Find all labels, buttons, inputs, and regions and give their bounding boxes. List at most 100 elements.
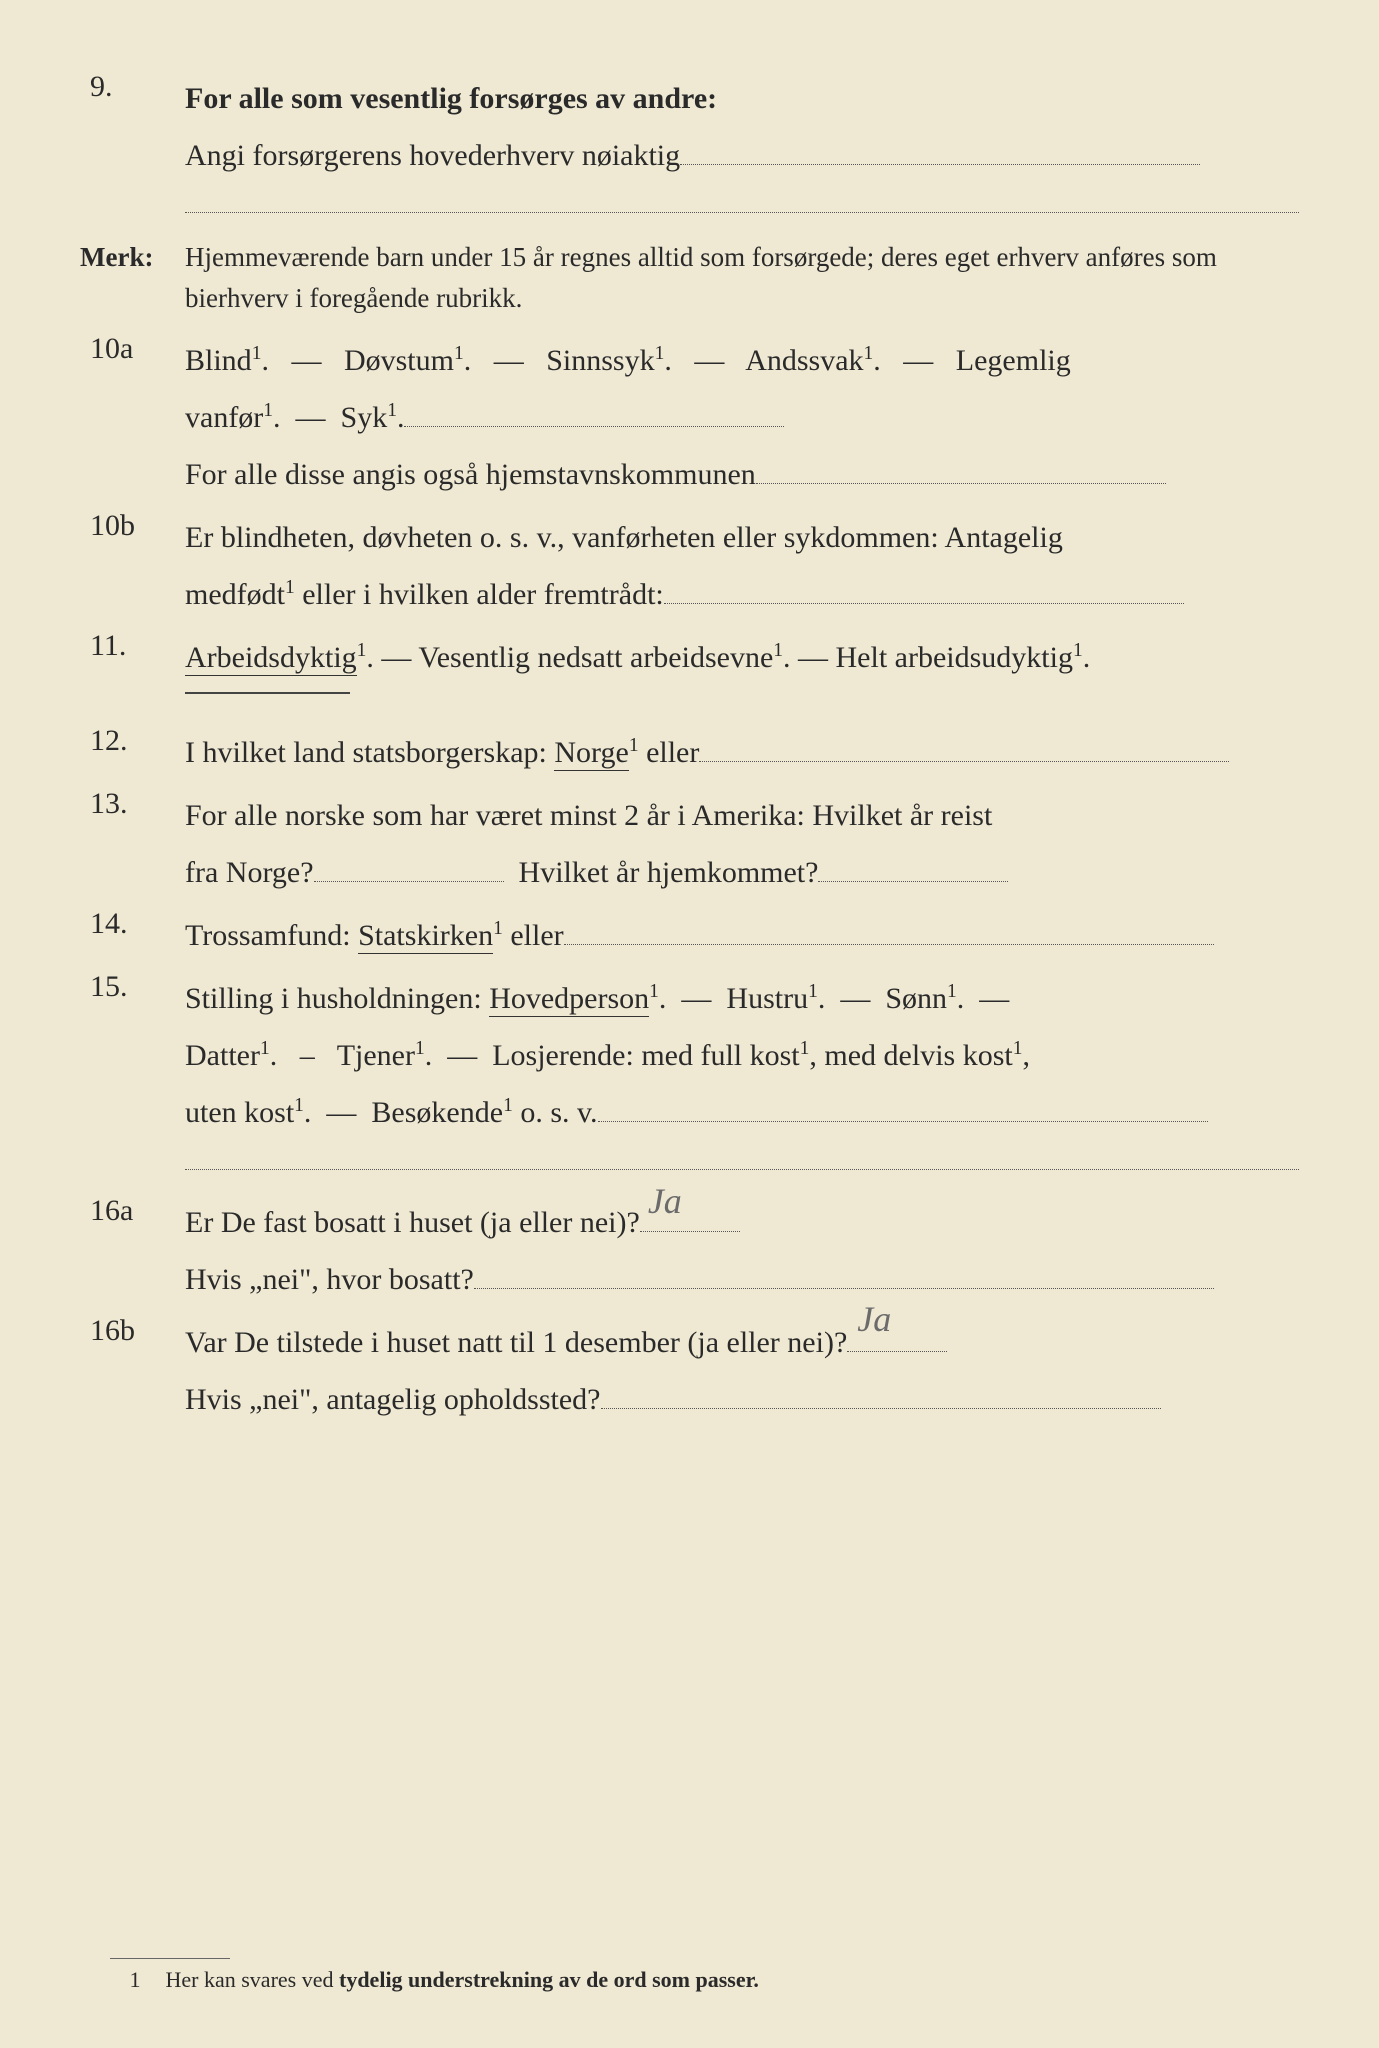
opt-udyktig: Helt arbeidsudyktig — [836, 641, 1073, 674]
q10b-content: Er blindheten, døvheten o. s. v., vanfør… — [185, 509, 1299, 623]
opt-besokende: Besøkende — [371, 1096, 503, 1129]
sup: 1 — [357, 640, 367, 661]
q16a-text2: Hvis „nei", hvor bosatt? — [185, 1263, 474, 1296]
document-page: 9. For alle som vesentlig forsørges av a… — [0, 0, 1379, 2048]
fill-line-full — [185, 1169, 1299, 1170]
opt-blind: Blind — [185, 344, 252, 377]
fill-line — [680, 164, 1200, 165]
q12-text-a: I hvilket land statsborgerskap: — [185, 736, 554, 769]
q16b-content: Var De tilstede i huset natt til 1 desem… — [185, 1314, 1299, 1428]
q9-content: For alle som vesentlig forsørges av andr… — [185, 70, 1299, 231]
q12-text-b: eller — [639, 736, 700, 769]
fill-line — [664, 603, 1184, 604]
merk-text: Hjemmeværende barn under 15 år regnes al… — [185, 237, 1299, 318]
q16a-text1: Er De fast bosatt i huset (ja eller nei)… — [185, 1206, 640, 1239]
footnote-num: 1 — [110, 1967, 160, 1993]
q10b-text2a: medfødt — [185, 578, 285, 611]
sup: 1 — [503, 1095, 513, 1116]
opt-legemlig: Legemlig — [956, 344, 1071, 377]
q10b-number: 10b — [80, 509, 185, 543]
opt-datter: Datter — [185, 1039, 260, 1072]
sup: 1 — [294, 1095, 304, 1116]
fill-line — [818, 881, 1008, 882]
sup: 1 — [387, 400, 397, 421]
sup: 1 — [285, 577, 295, 598]
fill-line — [474, 1288, 1214, 1289]
merk-label: Merk: — [80, 237, 185, 278]
q14-number: 14. — [80, 907, 185, 941]
footnote-rule — [110, 1958, 230, 1959]
q14-text-a: Trossamfund: — [185, 919, 358, 952]
sup: 1 — [649, 981, 659, 1002]
sup: 1 — [1073, 640, 1083, 661]
sep: — — [798, 641, 828, 674]
q14-content: Trossamfund: Statskirken1 eller — [185, 907, 1299, 964]
opt-hustru: Hustru — [726, 982, 808, 1015]
question-16b: 16b Var De tilstede i huset natt til 1 d… — [80, 1314, 1299, 1428]
q10a-number: 10a — [80, 332, 185, 366]
sup: 1 — [773, 640, 783, 661]
sep: — — [903, 344, 933, 377]
q11-content: Arbeidsdyktig1. — Vesentlig nedsatt arbe… — [185, 629, 1299, 718]
sup: 1 — [1013, 1038, 1023, 1059]
fill-line — [756, 483, 1166, 484]
sup: 1 — [260, 1038, 270, 1059]
sep: — — [291, 344, 321, 377]
sep: — — [296, 401, 326, 434]
q15-number: 15. — [80, 970, 185, 1004]
q10b-text2b: eller i hvilken alder fremtrådt: — [295, 578, 664, 611]
fill-line — [598, 1121, 1208, 1122]
q10a-line3: For alle disse angis også hjemstavnskomm… — [185, 458, 756, 491]
opt-tjener: Tjener — [337, 1039, 415, 1072]
footnote-text-b: tydelig understrekning av de ord som pas… — [339, 1967, 759, 1992]
q13-number: 13. — [80, 787, 185, 821]
opt-arbeidsdyktig: Arbeidsdyktig — [185, 641, 357, 676]
fill-line: Ja — [847, 1351, 947, 1352]
q10b-text1: Er blindheten, døvheten o. s. v., vanfør… — [185, 521, 1063, 554]
q15-text-e: o. s. v. — [513, 1096, 598, 1129]
sup: 1 — [655, 343, 665, 364]
q16b-answer: Ja — [857, 1285, 891, 1353]
q16a-number: 16a — [80, 1194, 185, 1228]
question-9: 9. For alle som vesentlig forsørges av a… — [80, 70, 1299, 231]
sep: — — [694, 344, 724, 377]
fill-line — [404, 426, 784, 427]
fill-line — [699, 761, 1229, 762]
sep: — — [979, 982, 1009, 1015]
q16b-text1: Var De tilstede i huset natt til 1 desem… — [185, 1326, 847, 1359]
q15-content: Stilling i husholdningen: Hovedperson1. … — [185, 970, 1299, 1188]
sep: — — [326, 1096, 356, 1129]
q16b-text2: Hvis „nei", antagelig opholdssted? — [185, 1383, 601, 1416]
fill-line — [314, 881, 504, 882]
q14-text-b: eller — [503, 919, 564, 952]
sup: 1 — [252, 343, 262, 364]
q13-text2b: Hvilket år hjemkommet? — [519, 856, 819, 889]
opt-hovedperson: Hovedperson — [489, 982, 649, 1017]
q15-text-a: Stilling i husholdningen: — [185, 982, 489, 1015]
sep: — — [494, 344, 524, 377]
q15-text-b: Losjerende: med full kost — [492, 1039, 799, 1072]
q15-text-c: , med delvis kost — [809, 1039, 1012, 1072]
sep: — — [381, 641, 411, 674]
q9-line2: Angi forsørgerens hovederhverv nøiaktig — [185, 139, 680, 172]
sup: 1 — [263, 400, 273, 421]
merk-note: Merk: Hjemmeværende barn under 15 år reg… — [80, 237, 1299, 318]
q12-content: I hvilket land statsborgerskap: Norge1 e… — [185, 724, 1299, 781]
opt-nedsatt: Vesentlig nedsatt arbeidsevne — [418, 641, 773, 674]
question-11: 11. Arbeidsdyktig1. — Vesentlig nedsatt … — [80, 629, 1299, 718]
q13-text1: For alle norske som har været minst 2 år… — [185, 799, 992, 832]
sep: — — [447, 1039, 477, 1072]
short-rule — [185, 692, 350, 694]
question-15: 15. Stilling i husholdningen: Hovedperso… — [80, 970, 1299, 1188]
footnote: 1 Her kan svares ved tydelig understrekn… — [110, 1958, 1299, 1993]
sup: 1 — [454, 343, 464, 364]
sup: 1 — [864, 343, 874, 364]
q15-text-d: uten kost — [185, 1096, 294, 1129]
question-10b: 10b Er blindheten, døvheten o. s. v., va… — [80, 509, 1299, 623]
q16a-answer: Ja — [648, 1167, 682, 1235]
fill-line: Ja — [640, 1231, 740, 1232]
opt-dovstum: Døvstum — [344, 344, 454, 377]
q13-content: For alle norske som har været minst 2 år… — [185, 787, 1299, 901]
question-14: 14. Trossamfund: Statskirken1 eller — [80, 907, 1299, 964]
question-10a: 10a Blind1. — Døvstum1. — Sinnssyk1. — A… — [80, 332, 1299, 503]
